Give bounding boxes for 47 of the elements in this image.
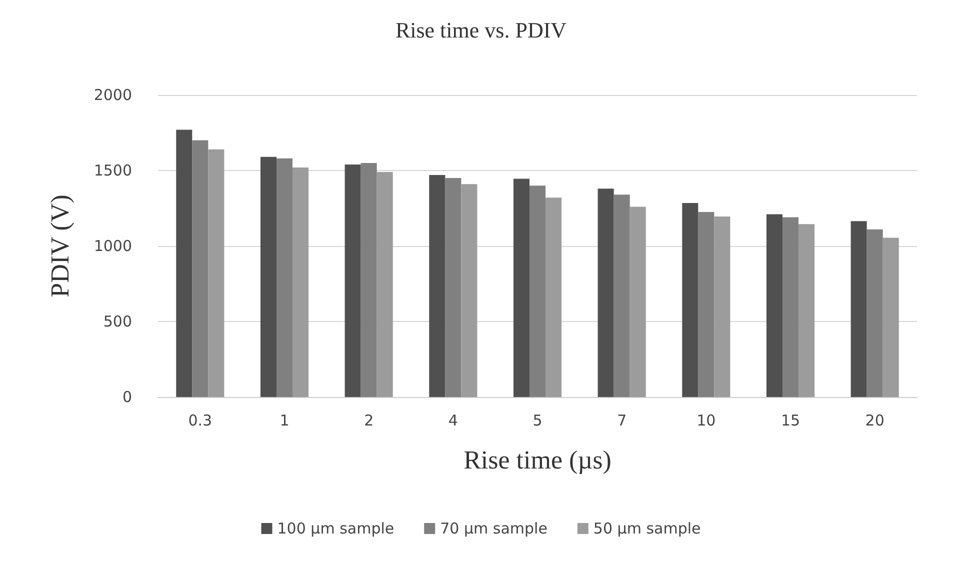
x-tick-label: 5 <box>532 412 542 430</box>
y-axis-title: PDIV (V) <box>46 194 74 298</box>
y-tick-label: 500 <box>103 312 132 330</box>
bar <box>882 238 899 397</box>
legend-label: 70 µm sample <box>440 520 548 538</box>
x-tick-label: 15 <box>780 412 800 430</box>
bar <box>260 156 276 397</box>
bar <box>529 186 546 397</box>
bar <box>445 178 462 397</box>
y-tick-label: 1000 <box>94 237 132 255</box>
bar <box>782 217 799 397</box>
bar <box>344 164 361 397</box>
bar <box>292 167 309 397</box>
x-tick-label: 2 <box>364 412 374 430</box>
chart-title: Rise time vs. PDIV <box>395 18 567 42</box>
bar <box>698 212 714 397</box>
bar <box>208 149 224 397</box>
x-tick-label: 7 <box>617 412 627 430</box>
bar <box>546 198 562 397</box>
bar <box>598 188 614 397</box>
y-tick-label: 1500 <box>94 162 132 180</box>
bar <box>850 221 867 397</box>
bar <box>866 229 883 397</box>
bar <box>276 158 293 397</box>
x-tick-label: 0.3 <box>188 412 212 430</box>
bar <box>630 206 646 397</box>
x-tick-label: 1 <box>280 412 290 430</box>
bar <box>798 224 815 397</box>
y-tick-label: 0 <box>122 388 132 406</box>
y-tick-label: 2000 <box>94 86 132 104</box>
bar <box>461 184 478 397</box>
bar <box>192 140 208 397</box>
bar <box>176 130 192 397</box>
legend-label: 50 µm sample <box>593 520 701 538</box>
bar <box>682 202 698 397</box>
x-axis-title: Rise time (µs) <box>464 446 612 474</box>
bar <box>766 214 782 397</box>
bar <box>714 216 730 397</box>
bar <box>614 194 630 397</box>
bar <box>360 162 377 397</box>
x-tick-label: 4 <box>448 412 458 430</box>
bar <box>513 178 530 397</box>
legend-label: 100 µm sample <box>277 520 394 538</box>
bar <box>429 175 446 397</box>
bar <box>376 172 393 397</box>
x-tick-label: 20 <box>865 412 884 430</box>
x-tick-label: 10 <box>696 412 716 430</box>
